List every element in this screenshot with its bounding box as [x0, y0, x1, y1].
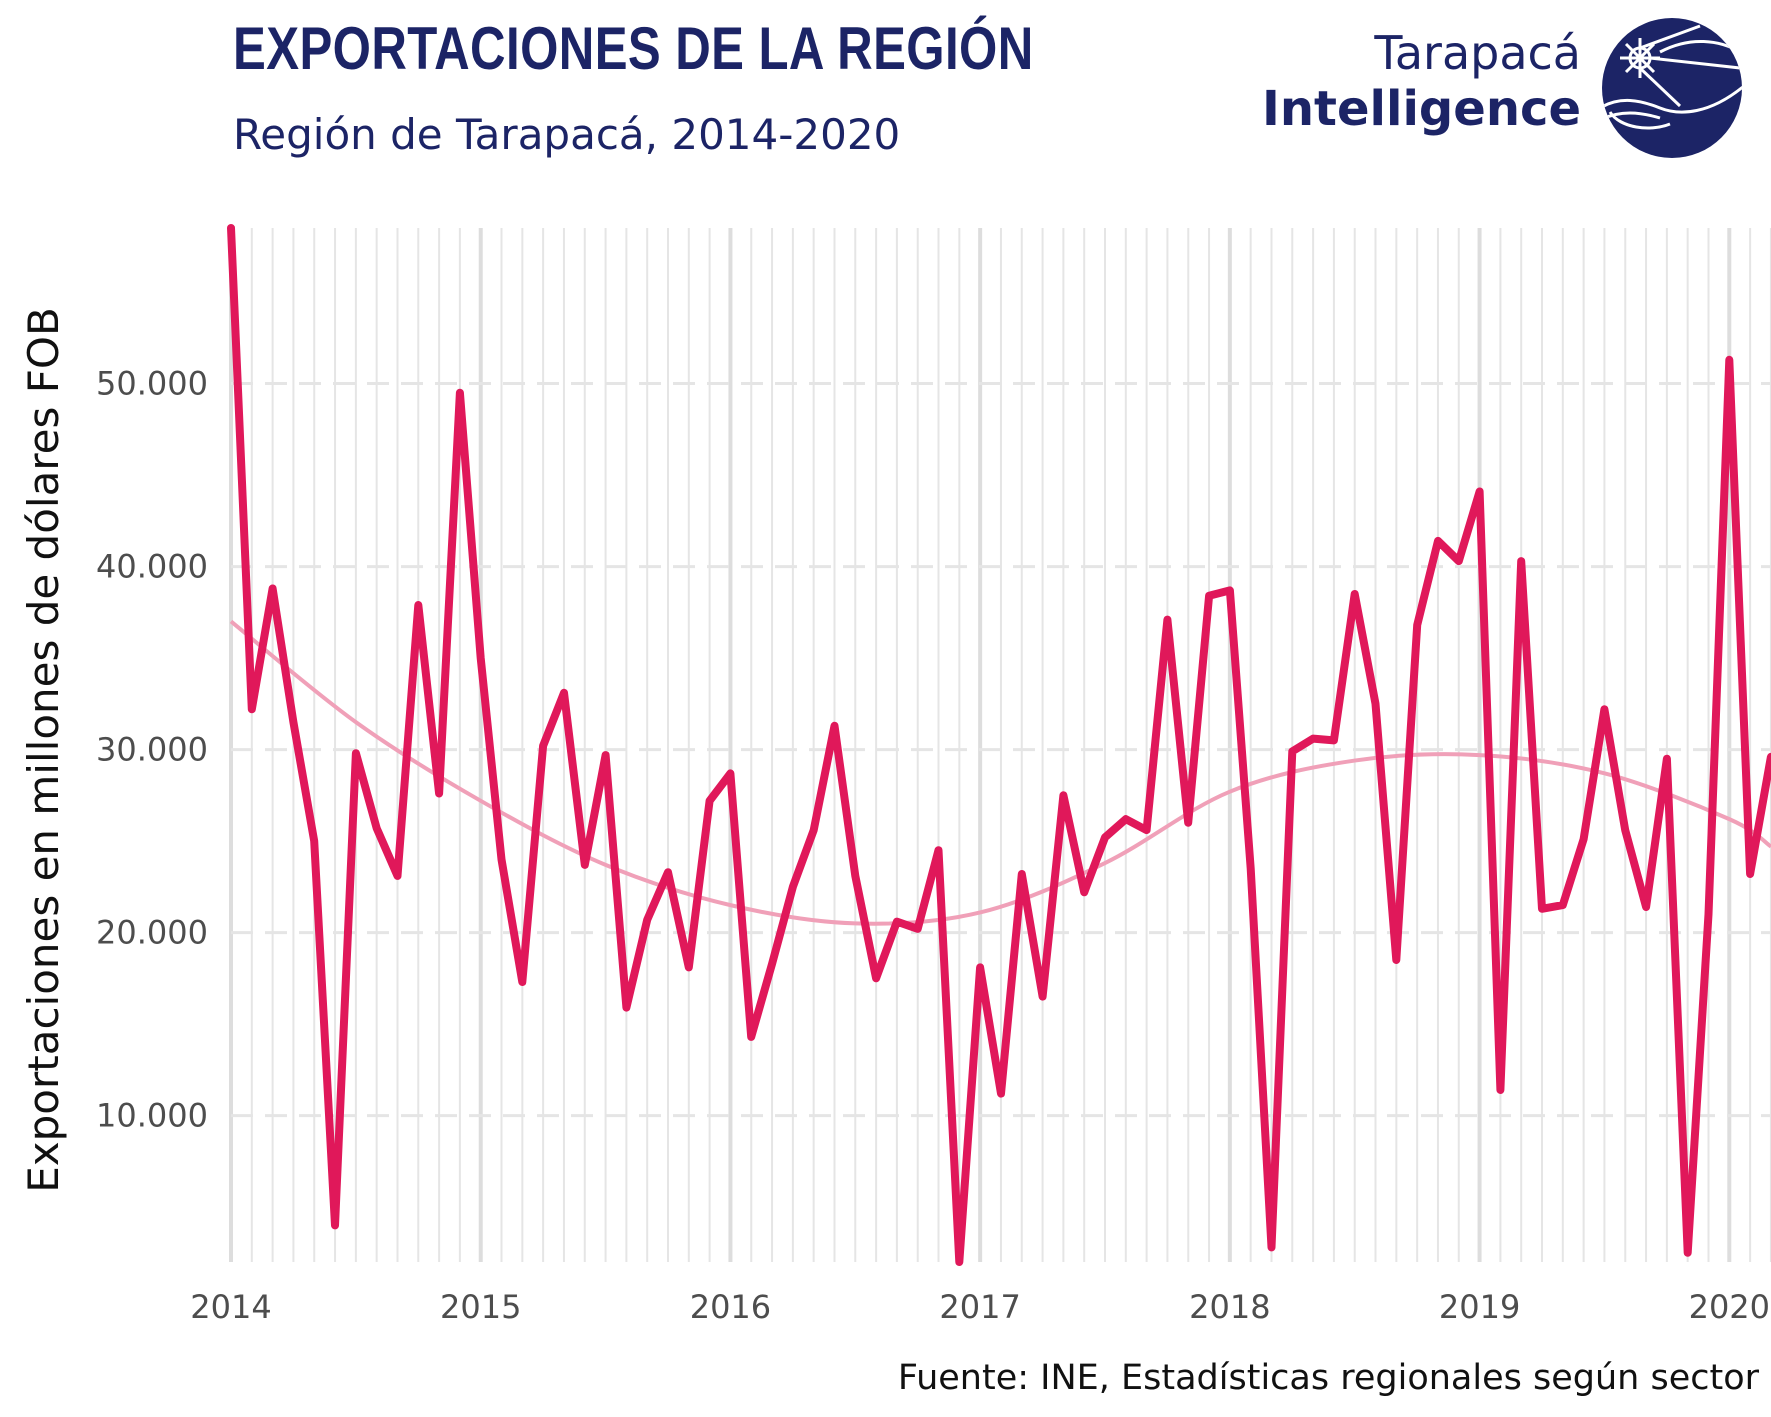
data-point — [291, 720, 295, 724]
logo-line-intelligence: Intelligence — [1262, 81, 1581, 138]
data-point — [832, 724, 836, 728]
data-point — [1478, 490, 1482, 494]
data-point — [312, 839, 316, 843]
data-point — [604, 753, 608, 757]
data-point — [1061, 793, 1065, 797]
series-layer — [227, 224, 1771, 1266]
data-point — [1415, 623, 1419, 627]
data-point — [395, 874, 399, 878]
x-tick-label: 2017 — [939, 1288, 1020, 1326]
y-tick-labels: 10.000 20.000 30.000 40.000 50.000 — [96, 365, 208, 1135]
data-point — [1582, 837, 1586, 841]
data-point — [853, 874, 857, 878]
data-point — [1498, 1088, 1502, 1092]
chart-title: EXPORTACIONES DE LA REGIÓN — [233, 15, 1034, 82]
chart-subtitle: Región de Tarapacá, 2014-2020 — [233, 110, 901, 159]
data-point — [1228, 588, 1232, 592]
data-point — [271, 587, 275, 591]
data-point — [812, 828, 816, 832]
y-tick-label: 10.000 — [96, 1097, 208, 1135]
data-point — [479, 656, 483, 660]
y-tick-label: 20.000 — [96, 914, 208, 952]
data-point — [1186, 821, 1190, 825]
y-axis-title: Exportaciones en millones de dólares FOB — [19, 307, 68, 1193]
data-point — [250, 707, 254, 711]
data-point — [1249, 867, 1253, 871]
x-tick-label: 2016 — [690, 1288, 771, 1326]
data-point — [1165, 618, 1169, 622]
x-tick-labels: 2014 2015 2016 2017 2018 2019 2020 — [190, 1288, 1770, 1326]
data-point — [1332, 738, 1336, 742]
data-point — [1082, 890, 1086, 894]
data-point — [1207, 594, 1211, 598]
data-point — [1436, 539, 1440, 543]
data-point — [333, 1223, 337, 1227]
data-point — [645, 918, 649, 922]
data-point — [1457, 559, 1461, 563]
data-point — [1686, 1251, 1690, 1255]
data-point — [583, 863, 587, 867]
data-point — [1290, 749, 1294, 753]
data-point — [937, 848, 941, 852]
data-point — [1748, 872, 1752, 876]
data-point — [1124, 817, 1128, 821]
data-point — [1145, 828, 1149, 832]
data-point — [375, 826, 379, 830]
data-point — [1706, 912, 1710, 916]
data-point — [1394, 958, 1398, 962]
data-point — [520, 980, 524, 984]
data-point — [999, 1092, 1003, 1096]
data-point — [624, 1006, 628, 1010]
data-point — [500, 857, 504, 861]
data-point — [687, 965, 691, 969]
logo-line-tarapaca: Tarapacá — [1374, 26, 1581, 80]
data-point — [708, 799, 712, 803]
data-point — [728, 771, 732, 775]
data-point — [1311, 737, 1315, 741]
data-point — [541, 744, 545, 748]
data-point — [749, 1035, 753, 1039]
y-tick-label: 40.000 — [96, 548, 208, 586]
data-point — [1374, 702, 1378, 706]
x-tick-label: 2015 — [440, 1288, 521, 1326]
x-tick-label: 2014 — [190, 1288, 271, 1326]
logo-text: Tarapacá Intelligence — [1262, 26, 1581, 139]
x-tick-label: 2018 — [1189, 1288, 1270, 1326]
data-point — [229, 226, 233, 230]
data-point — [1623, 828, 1627, 832]
data-point — [1561, 903, 1565, 907]
data-point — [1103, 835, 1107, 839]
data-point — [1020, 872, 1024, 876]
data-point — [1041, 995, 1045, 999]
data-point — [1665, 757, 1669, 761]
data-point — [437, 791, 441, 795]
y-tick-label: 50.000 — [96, 365, 208, 403]
data-point — [1727, 358, 1731, 362]
data-point — [978, 965, 982, 969]
data-point — [1644, 905, 1648, 909]
data-point — [1540, 907, 1544, 911]
x-tick-label: 2020 — [1689, 1288, 1770, 1326]
data-point — [895, 920, 899, 924]
data-point — [1519, 559, 1523, 563]
data-point — [1353, 592, 1357, 596]
data-point — [1602, 707, 1606, 711]
data-point — [666, 870, 670, 874]
data-point — [916, 927, 920, 931]
logo-globe-icon — [1602, 18, 1742, 158]
x-tick-label: 2019 — [1439, 1288, 1520, 1326]
data-point — [416, 603, 420, 607]
data-point — [562, 691, 566, 695]
data-point — [874, 976, 878, 980]
grid-minor-lines — [250, 228, 1771, 1262]
data-point — [354, 751, 358, 755]
data-point — [458, 391, 462, 395]
y-tick-label: 30.000 — [96, 731, 208, 769]
data-point — [770, 962, 774, 966]
data-point — [791, 885, 795, 889]
data-point — [957, 1260, 961, 1264]
source-caption: Fuente: INE, Estadísticas regionales seg… — [897, 1358, 1759, 1398]
data-point — [1269, 1245, 1273, 1249]
